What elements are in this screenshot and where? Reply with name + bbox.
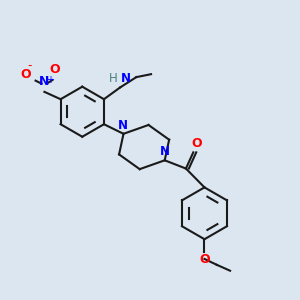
Text: O: O [50, 63, 60, 76]
Text: O: O [191, 137, 202, 150]
Text: N: N [39, 75, 50, 88]
Text: O: O [20, 68, 31, 81]
Text: N: N [160, 145, 170, 158]
Text: +: + [46, 75, 54, 85]
Text: -: - [28, 59, 32, 72]
Text: N: N [118, 119, 128, 132]
Text: H: H [109, 72, 118, 85]
Text: N: N [121, 72, 131, 85]
Text: O: O [199, 253, 210, 266]
